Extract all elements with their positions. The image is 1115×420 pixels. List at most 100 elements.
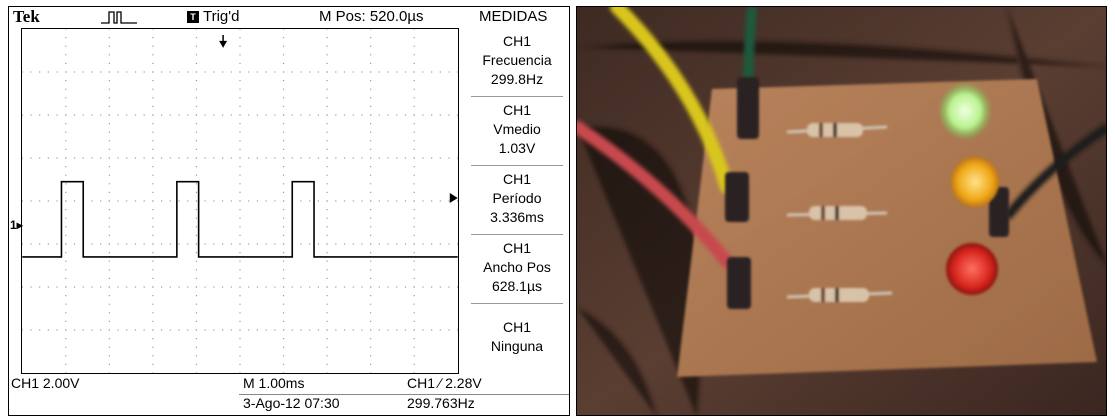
graticule-dot (65, 286, 67, 288)
graticule-dot (152, 174, 154, 176)
graticule-dot (152, 131, 154, 133)
graticule-dot (65, 320, 67, 322)
graticule-dot (91, 243, 93, 245)
graticule-dot (195, 148, 198, 150)
graticule-dot (248, 329, 250, 331)
graticule-dot (152, 140, 154, 142)
graticule-dot (22, 157, 23, 159)
graticule-dot (152, 54, 154, 56)
graticule-dot (370, 80, 372, 82)
graticule-dot (370, 260, 372, 262)
graticule-dot (370, 303, 372, 305)
graticule-dot (282, 105, 285, 107)
graticule-dot (239, 140, 241, 142)
graticule-dot (370, 29, 372, 30)
graticule-dot (143, 329, 145, 331)
graticule-dot (343, 243, 346, 245)
graticule-dot (378, 200, 380, 202)
graticule-dot (378, 71, 380, 73)
graticule-dot (282, 62, 285, 64)
graticule-dot (239, 277, 241, 279)
graticule-dot (282, 260, 285, 262)
graticule-dot (195, 29, 198, 30)
graticule-dot (152, 286, 154, 288)
graticule-dot (326, 338, 328, 340)
graticule-dot (22, 286, 23, 288)
graticule-dot (187, 329, 189, 331)
graticule-dot (326, 209, 328, 211)
graticule-dot (91, 200, 93, 202)
graticule-dot (335, 200, 337, 202)
graticule-dot (413, 260, 415, 262)
graticule-dot (178, 157, 180, 159)
graticule-dot (239, 338, 241, 340)
graticule-dot (204, 114, 206, 116)
measurement-name: Ninguna (490, 338, 544, 354)
graticule-dot (39, 243, 41, 245)
graticule-dot (195, 277, 198, 279)
graticule-dot (370, 97, 372, 99)
graticule-dot (47, 157, 49, 159)
graticule-dot (370, 131, 372, 133)
graticule-dot (239, 131, 241, 133)
graticule-dot (335, 243, 337, 245)
graticule-dot (152, 62, 154, 64)
measurement-channel: CH1 (502, 33, 531, 49)
graticule-dot (187, 243, 189, 245)
graticule-dot (370, 71, 372, 73)
graticule-dot (143, 157, 145, 159)
graticule-dot (256, 114, 259, 116)
graticule-dot (108, 200, 110, 202)
graticule-dot (195, 252, 198, 254)
graticule-dot (195, 320, 198, 322)
graticule-dot (326, 277, 328, 279)
scope-top-bar: Tek T Trig'd M Pos: 520.0µs MEDIDAS (9, 7, 569, 27)
graticule-dot (300, 286, 302, 288)
graticule-dot (387, 200, 389, 202)
graticule-dot (108, 71, 110, 73)
graticule-dot (448, 200, 450, 202)
graticule-dot (396, 329, 398, 331)
graticule-dot (195, 363, 198, 365)
graticule-dot (361, 286, 363, 288)
graticule-dot (152, 157, 154, 159)
graticule-dot (47, 286, 49, 288)
graticule-dot (117, 286, 119, 288)
graticule-dot (370, 148, 372, 150)
graticule-dot (195, 200, 198, 202)
graticule-dot (326, 174, 328, 176)
graticule-dot (335, 286, 337, 288)
graticule-dot (152, 243, 154, 245)
graticule-dot (56, 157, 58, 159)
graticule-dot (47, 71, 49, 73)
graticule-dot (370, 372, 372, 373)
measurement-channel: CH1 (502, 102, 531, 118)
graticule-dot (126, 71, 128, 73)
graticule-dot (47, 243, 49, 245)
graticule-dot (326, 71, 328, 73)
graticule-dot (422, 71, 424, 73)
graticule-dot (100, 243, 102, 245)
graticule-dot (152, 295, 154, 297)
graticule-dot (370, 209, 372, 211)
graticule-dot (326, 80, 328, 82)
graticule-dot (65, 71, 67, 73)
graticule-dot (404, 286, 407, 288)
graticule-dot (56, 243, 58, 245)
graticule-dot (65, 200, 67, 202)
graticule-dot (65, 243, 67, 245)
graticule-dot (370, 295, 372, 297)
graticule-dot (239, 320, 241, 322)
graticule-dot (65, 295, 67, 297)
graticule-dot (239, 312, 241, 314)
graticule-dot (47, 329, 49, 331)
graticule-dot (239, 372, 241, 373)
graticule-dot (239, 105, 241, 107)
graticule-dot (387, 329, 389, 331)
graticule-dot (404, 157, 407, 159)
graticule-dot (187, 200, 189, 202)
graticule-dot (100, 200, 102, 202)
graticule-dot (265, 71, 267, 73)
graticule-dot (56, 286, 58, 288)
graticule-dot (396, 286, 398, 288)
